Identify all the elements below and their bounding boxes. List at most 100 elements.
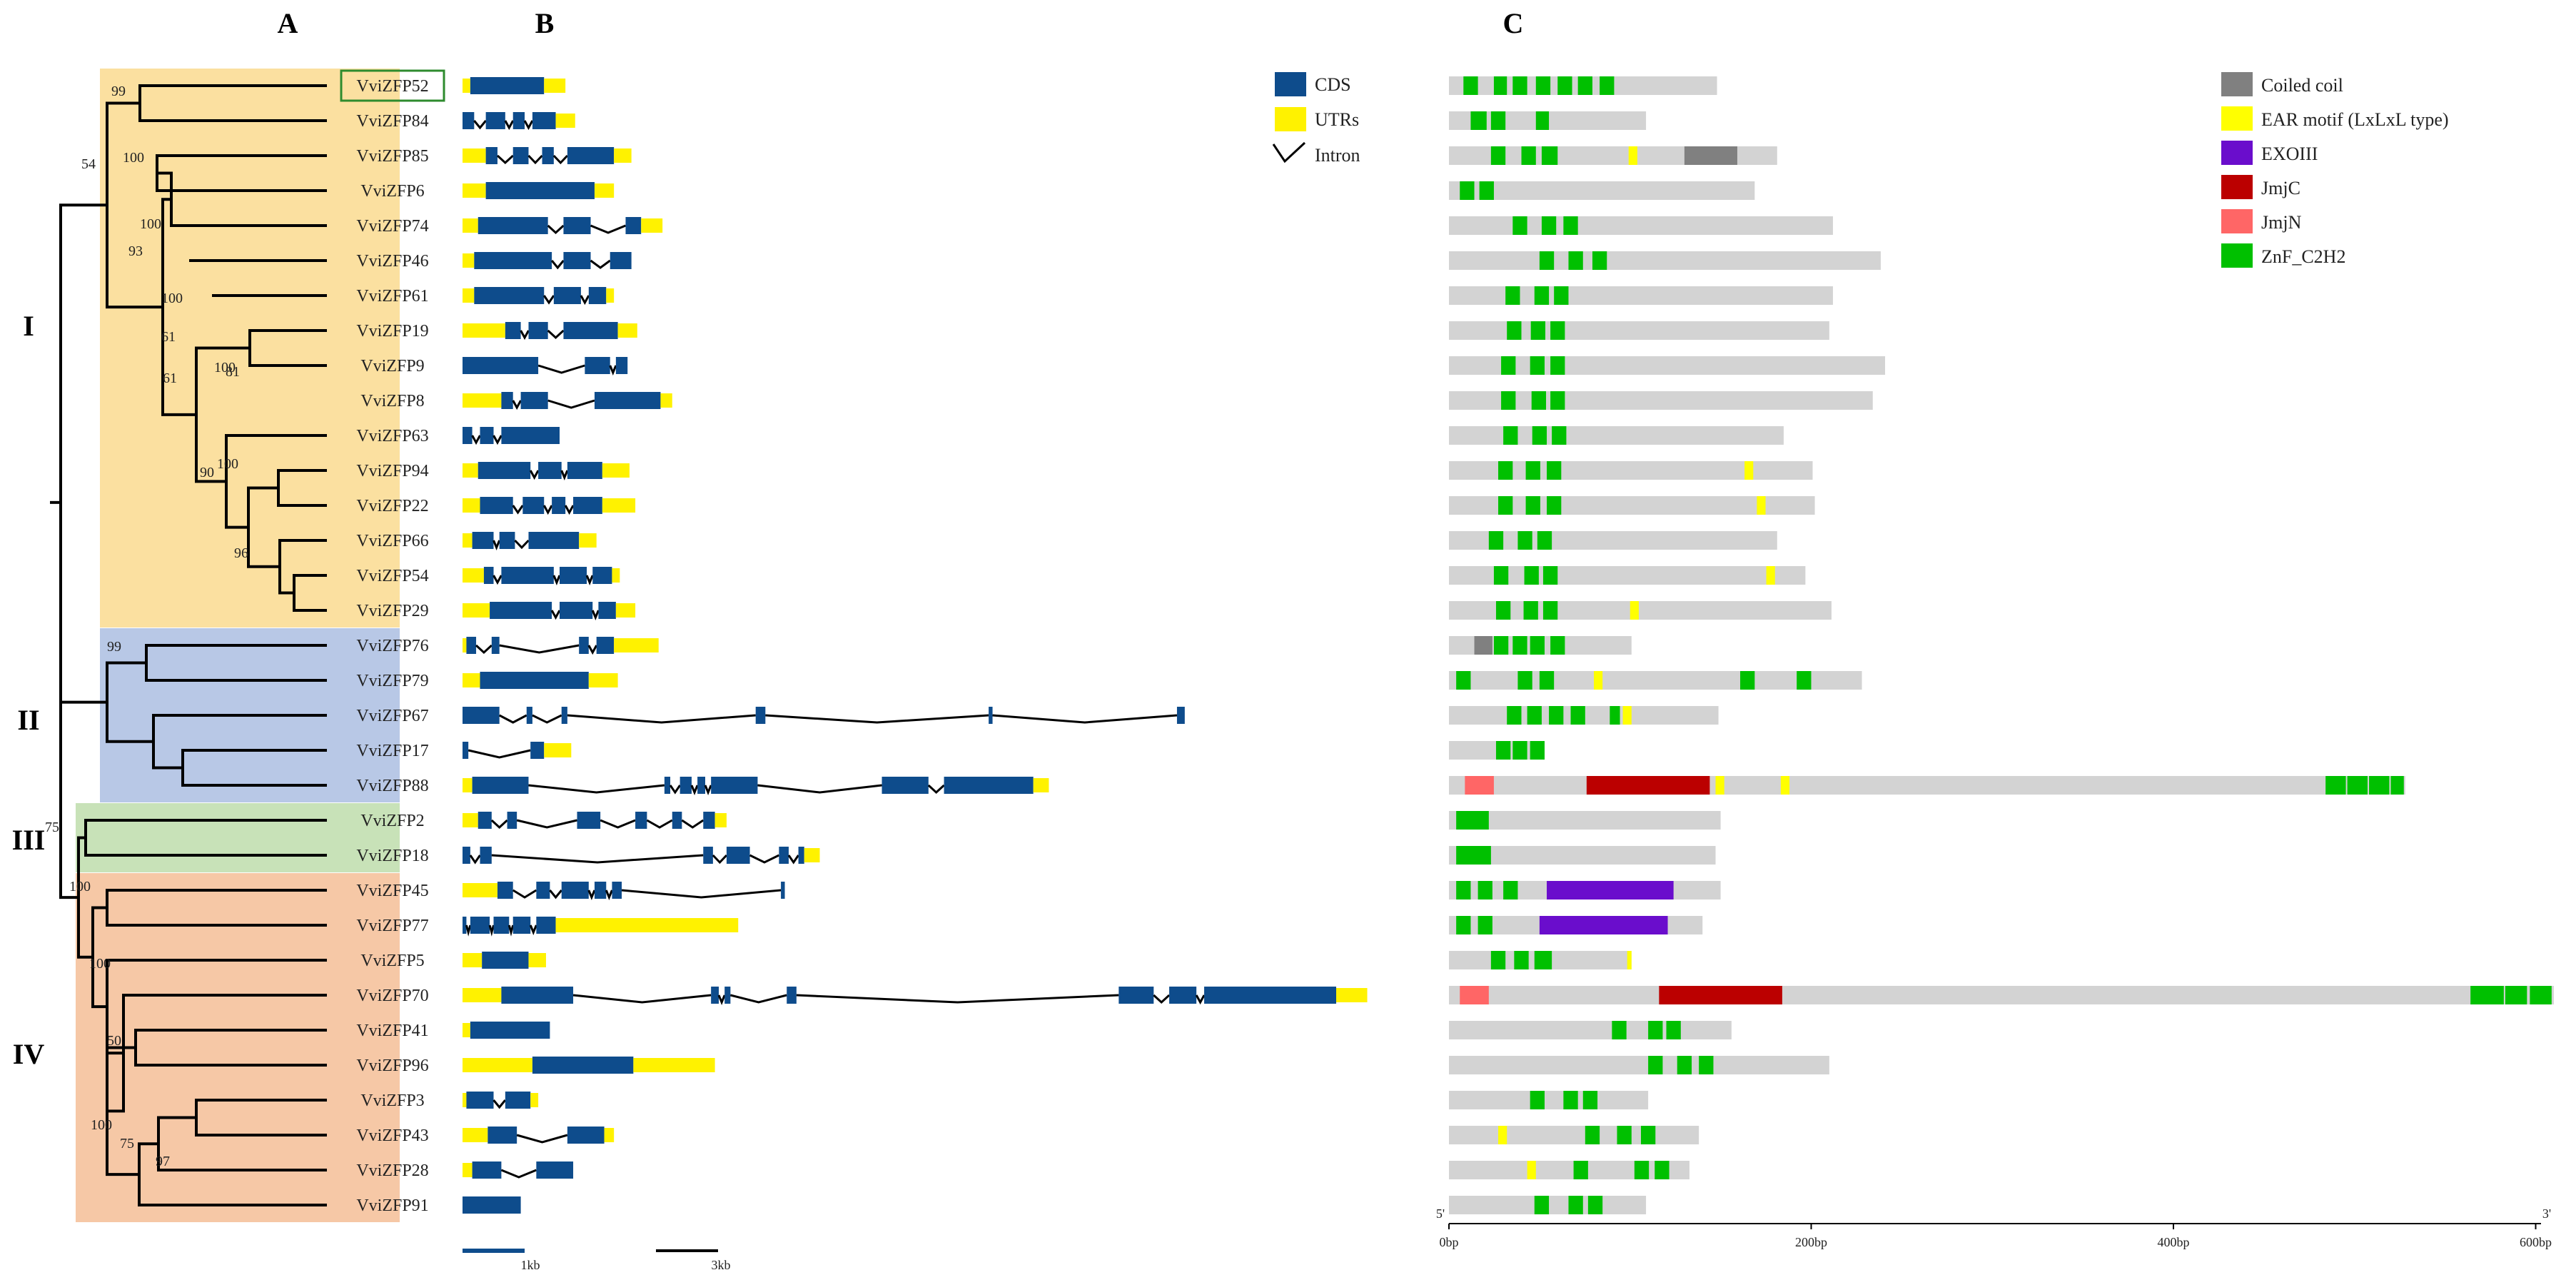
cds-segment xyxy=(472,777,529,794)
znf-c2h2-domain xyxy=(2325,776,2346,795)
gene-structure-vvizfp41 xyxy=(463,1022,550,1039)
cds-segment xyxy=(755,707,766,724)
bootstrap-value: 54 xyxy=(81,156,96,172)
cds-segment xyxy=(563,217,591,234)
intron-line xyxy=(532,714,562,724)
utr-segment xyxy=(633,1058,715,1072)
intron-line xyxy=(499,644,580,654)
cds-segment xyxy=(724,987,731,1004)
znf-c2h2-domain xyxy=(2390,776,2404,795)
znf-c2h2-domain xyxy=(1525,461,1540,480)
cds-segment xyxy=(483,567,494,584)
intron-line xyxy=(585,575,594,585)
protein-vvizfp8 xyxy=(1449,391,1873,410)
cds-segment xyxy=(577,812,601,829)
gene-structure-vvizfp70 xyxy=(463,987,1368,1005)
znf-c2h2-domain xyxy=(2505,986,2527,1004)
protein-vvizfp85 xyxy=(1449,146,1777,165)
intron-line xyxy=(527,154,543,165)
axis-5prime-label: 5' xyxy=(1436,1206,1445,1221)
clade-box-iii xyxy=(76,803,400,872)
utr-swatch xyxy=(1275,107,1306,131)
utr-segment xyxy=(463,533,473,548)
cds-segment xyxy=(726,847,750,864)
protein-backbone xyxy=(1449,1021,1732,1039)
znf-c2h2-domain xyxy=(2369,776,2390,795)
intron-line xyxy=(609,365,617,376)
ear-motif-domain xyxy=(1594,671,1603,690)
intron-line xyxy=(473,120,487,130)
exoiii-legend-label: EXOIII xyxy=(2261,143,2318,164)
cds-segment xyxy=(561,707,567,724)
bootstrap-value: 75 xyxy=(120,1136,134,1152)
znf-c2h2-domain xyxy=(1552,426,1567,445)
utr-segment xyxy=(555,918,739,932)
protein-vvizfp76 xyxy=(1449,636,1632,655)
znf-c2h2-domain xyxy=(1534,1196,1550,1214)
gene-structure-vvizfp17 xyxy=(463,742,572,759)
cds-segment xyxy=(463,917,467,934)
utr-segment xyxy=(463,218,478,233)
bootstrap-value: 100 xyxy=(123,150,144,166)
ear-motif-domain xyxy=(1622,706,1632,725)
intron-line xyxy=(491,854,704,864)
gene-structure-vvizfp45 xyxy=(463,882,785,900)
jmjc-domain xyxy=(1586,776,1710,795)
znf-c2h2-domain xyxy=(1568,1196,1583,1214)
intron-line xyxy=(516,1134,568,1144)
gene-label-vvizfp94: VviZFP94 xyxy=(356,462,428,480)
cds-segment xyxy=(485,112,505,129)
cds-segment xyxy=(594,392,661,409)
cds-segment xyxy=(610,252,632,269)
protein-backbone xyxy=(1449,811,1721,830)
intron-legend-label: Intron xyxy=(1315,145,1360,166)
protein-vvizfp96 xyxy=(1449,1056,1829,1074)
jmjn-domain xyxy=(1465,776,1494,795)
cds-segment xyxy=(536,917,556,934)
cds-segment xyxy=(528,532,580,549)
znf-c2h2-domain xyxy=(1587,1196,1603,1214)
ear-motif-domain xyxy=(1628,146,1637,165)
znf-c2h2-domain xyxy=(1617,1126,1632,1144)
bootstrap-value: 93 xyxy=(128,243,143,259)
znf-c2h2-domain xyxy=(1456,881,1471,899)
gene-label-vvizfp76: VviZFP76 xyxy=(356,637,428,655)
tree-branch xyxy=(59,203,107,800)
axis-tick-label: 200bp xyxy=(1795,1235,1827,1249)
ear-motif-domain xyxy=(1627,951,1632,969)
panel-letter-a: A xyxy=(278,7,298,39)
protein-backbone xyxy=(1449,216,1833,235)
gene-label-vvizfp41: VviZFP41 xyxy=(356,1022,428,1040)
cds-segment xyxy=(463,847,470,864)
clade-label-iii: III xyxy=(12,824,46,856)
znf-c2h2-domain xyxy=(1612,1021,1627,1039)
cds-segment xyxy=(553,287,581,304)
intron-line xyxy=(1153,994,1171,1004)
znf-c2h2-domain xyxy=(1517,671,1532,690)
gene-structure-vvizfp94 xyxy=(463,462,630,480)
intron-line xyxy=(787,855,799,865)
cds-segment xyxy=(505,1092,531,1109)
znf-c2h2-domain xyxy=(1532,426,1547,445)
intron-line xyxy=(552,154,568,165)
gene-label-vvizfp70: VviZFP70 xyxy=(356,987,428,1005)
cds-segment xyxy=(711,777,758,794)
intron-line xyxy=(580,295,590,306)
znf-c2h2-domain xyxy=(1495,601,1511,620)
gene-label-vvizfp77: VviZFP77 xyxy=(356,917,428,935)
utr-segment xyxy=(463,393,502,408)
gene-label-vvizfp5: VviZFP5 xyxy=(360,952,424,970)
cds-segment xyxy=(798,847,804,864)
znf-c2h2-domain xyxy=(1490,111,1506,130)
gene-label-vvizfp43: VviZFP43 xyxy=(356,1127,428,1145)
znf-c2h2-domain xyxy=(1542,566,1558,585)
intron-line xyxy=(704,785,712,795)
znf-c2h2-domain xyxy=(1512,636,1527,655)
gene-structure-vvizfp61 xyxy=(463,287,615,306)
utr-segment xyxy=(463,638,467,652)
utr-segment xyxy=(463,813,478,827)
znf-c2h2-domain xyxy=(1530,636,1545,655)
utr-segment xyxy=(463,253,475,268)
cds-segment xyxy=(697,777,705,794)
